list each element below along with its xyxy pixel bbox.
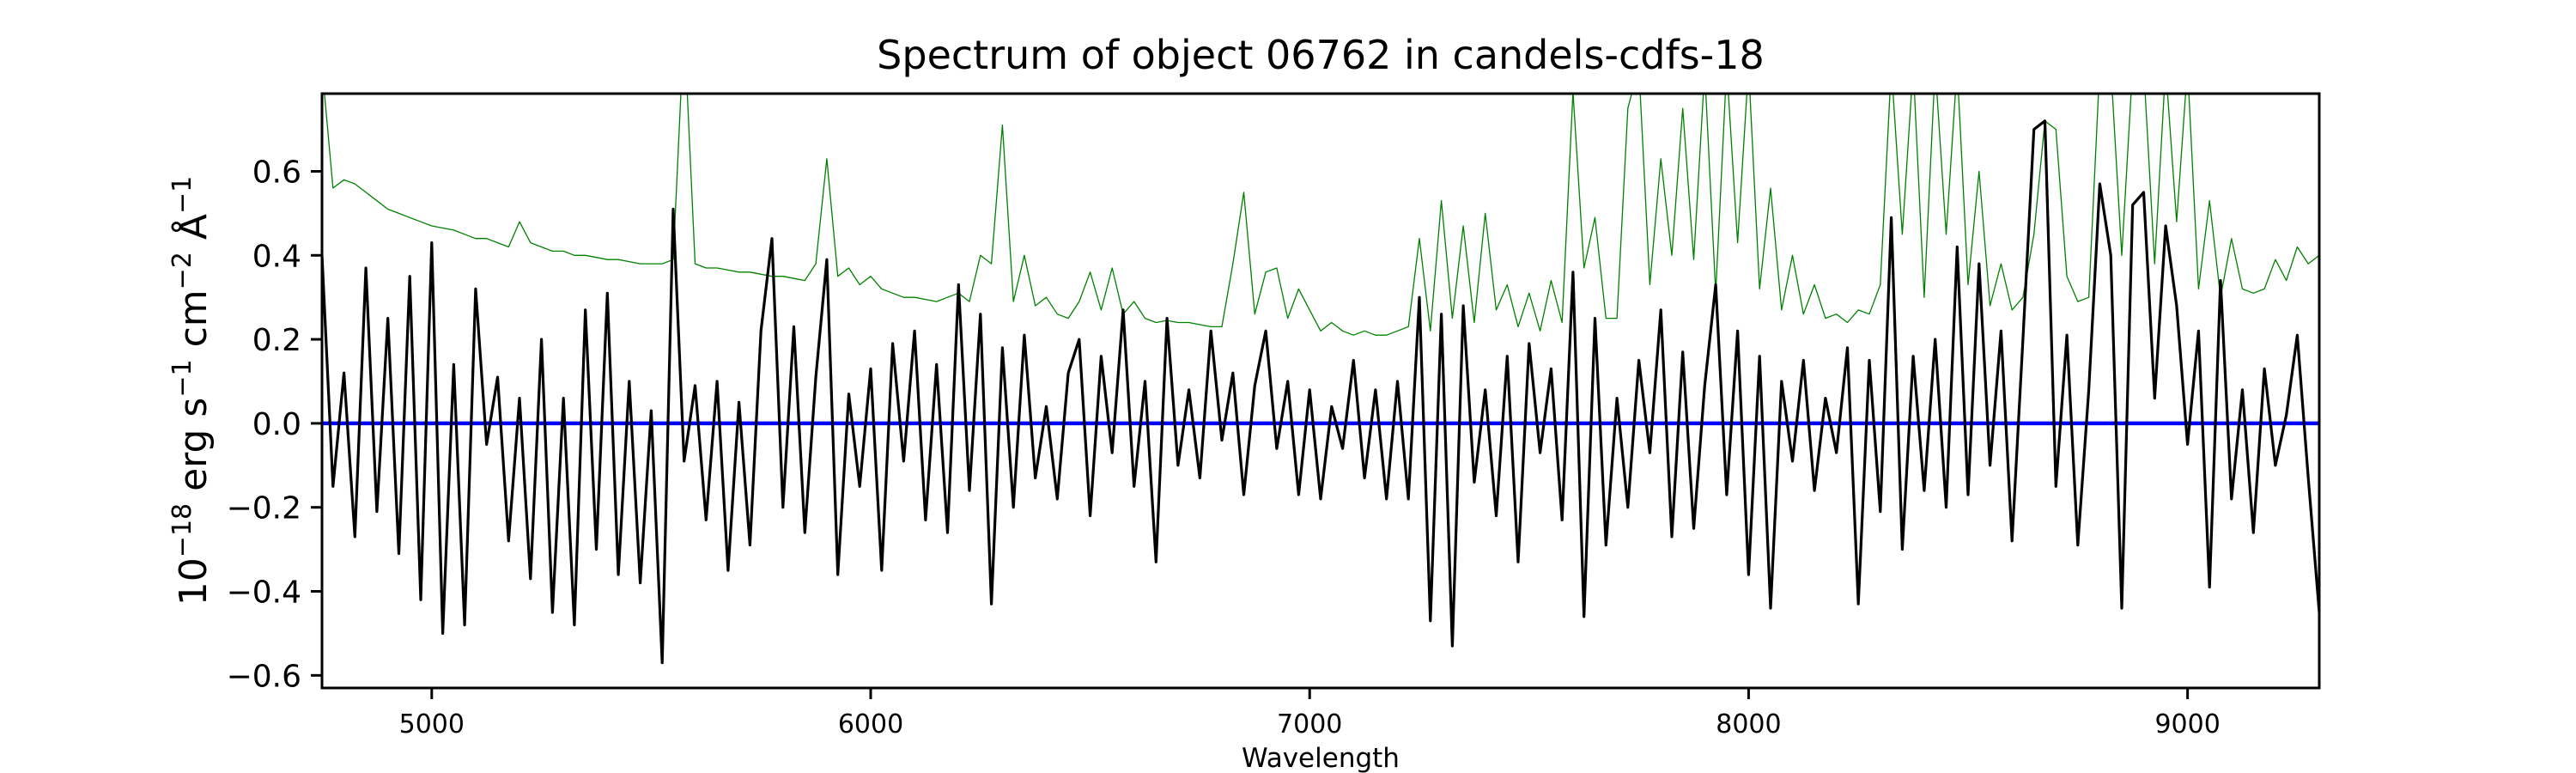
x-axis-label: Wavelength	[1242, 743, 1400, 773]
chart-title: Spectrum of object 06762 in candels-cdfs…	[877, 32, 1765, 78]
y-label-unit: erg s	[172, 398, 216, 503]
y-tick-label: 0.4	[252, 239, 301, 274]
plot-frame	[320, 92, 2321, 690]
x-tick-label: 6000	[838, 709, 903, 740]
y-tick-label: 0.6	[252, 155, 301, 190]
y-label-base: 10	[172, 557, 216, 606]
y-axis: −0.6 −0.4 −0.2 0.0 0.2 0.4 0.6	[227, 155, 322, 694]
y-tick-label: −0.6	[227, 659, 301, 694]
x-tick-label: 8000	[1716, 709, 1781, 740]
y-label-exp: −18	[167, 503, 197, 557]
y-label-exp: −1	[167, 176, 197, 214]
y-label-exp: −2	[167, 252, 197, 289]
y-tick-label: −0.4	[227, 575, 301, 611]
y-label-unit: cm	[172, 289, 216, 359]
y-tick-label: −0.2	[227, 491, 301, 526]
y-axis-label: 10−18 erg s−1 cm−2 Å−1	[167, 176, 216, 606]
x-tick-label: 5000	[399, 709, 465, 740]
x-tick-label: 7000	[1277, 709, 1342, 740]
y-label-exp: −1	[167, 359, 197, 397]
error-series-line	[324, 94, 2319, 336]
x-axis: 5000 6000 7000 8000 9000	[399, 688, 2221, 740]
y-label-unit: Å	[170, 214, 216, 252]
x-tick-label: 9000	[2154, 709, 2220, 740]
y-tick-label: 0.2	[252, 323, 301, 358]
flux-series-line	[322, 119, 2319, 665]
y-tick-label: 0.0	[252, 407, 301, 442]
plot-series	[322, 94, 2319, 665]
